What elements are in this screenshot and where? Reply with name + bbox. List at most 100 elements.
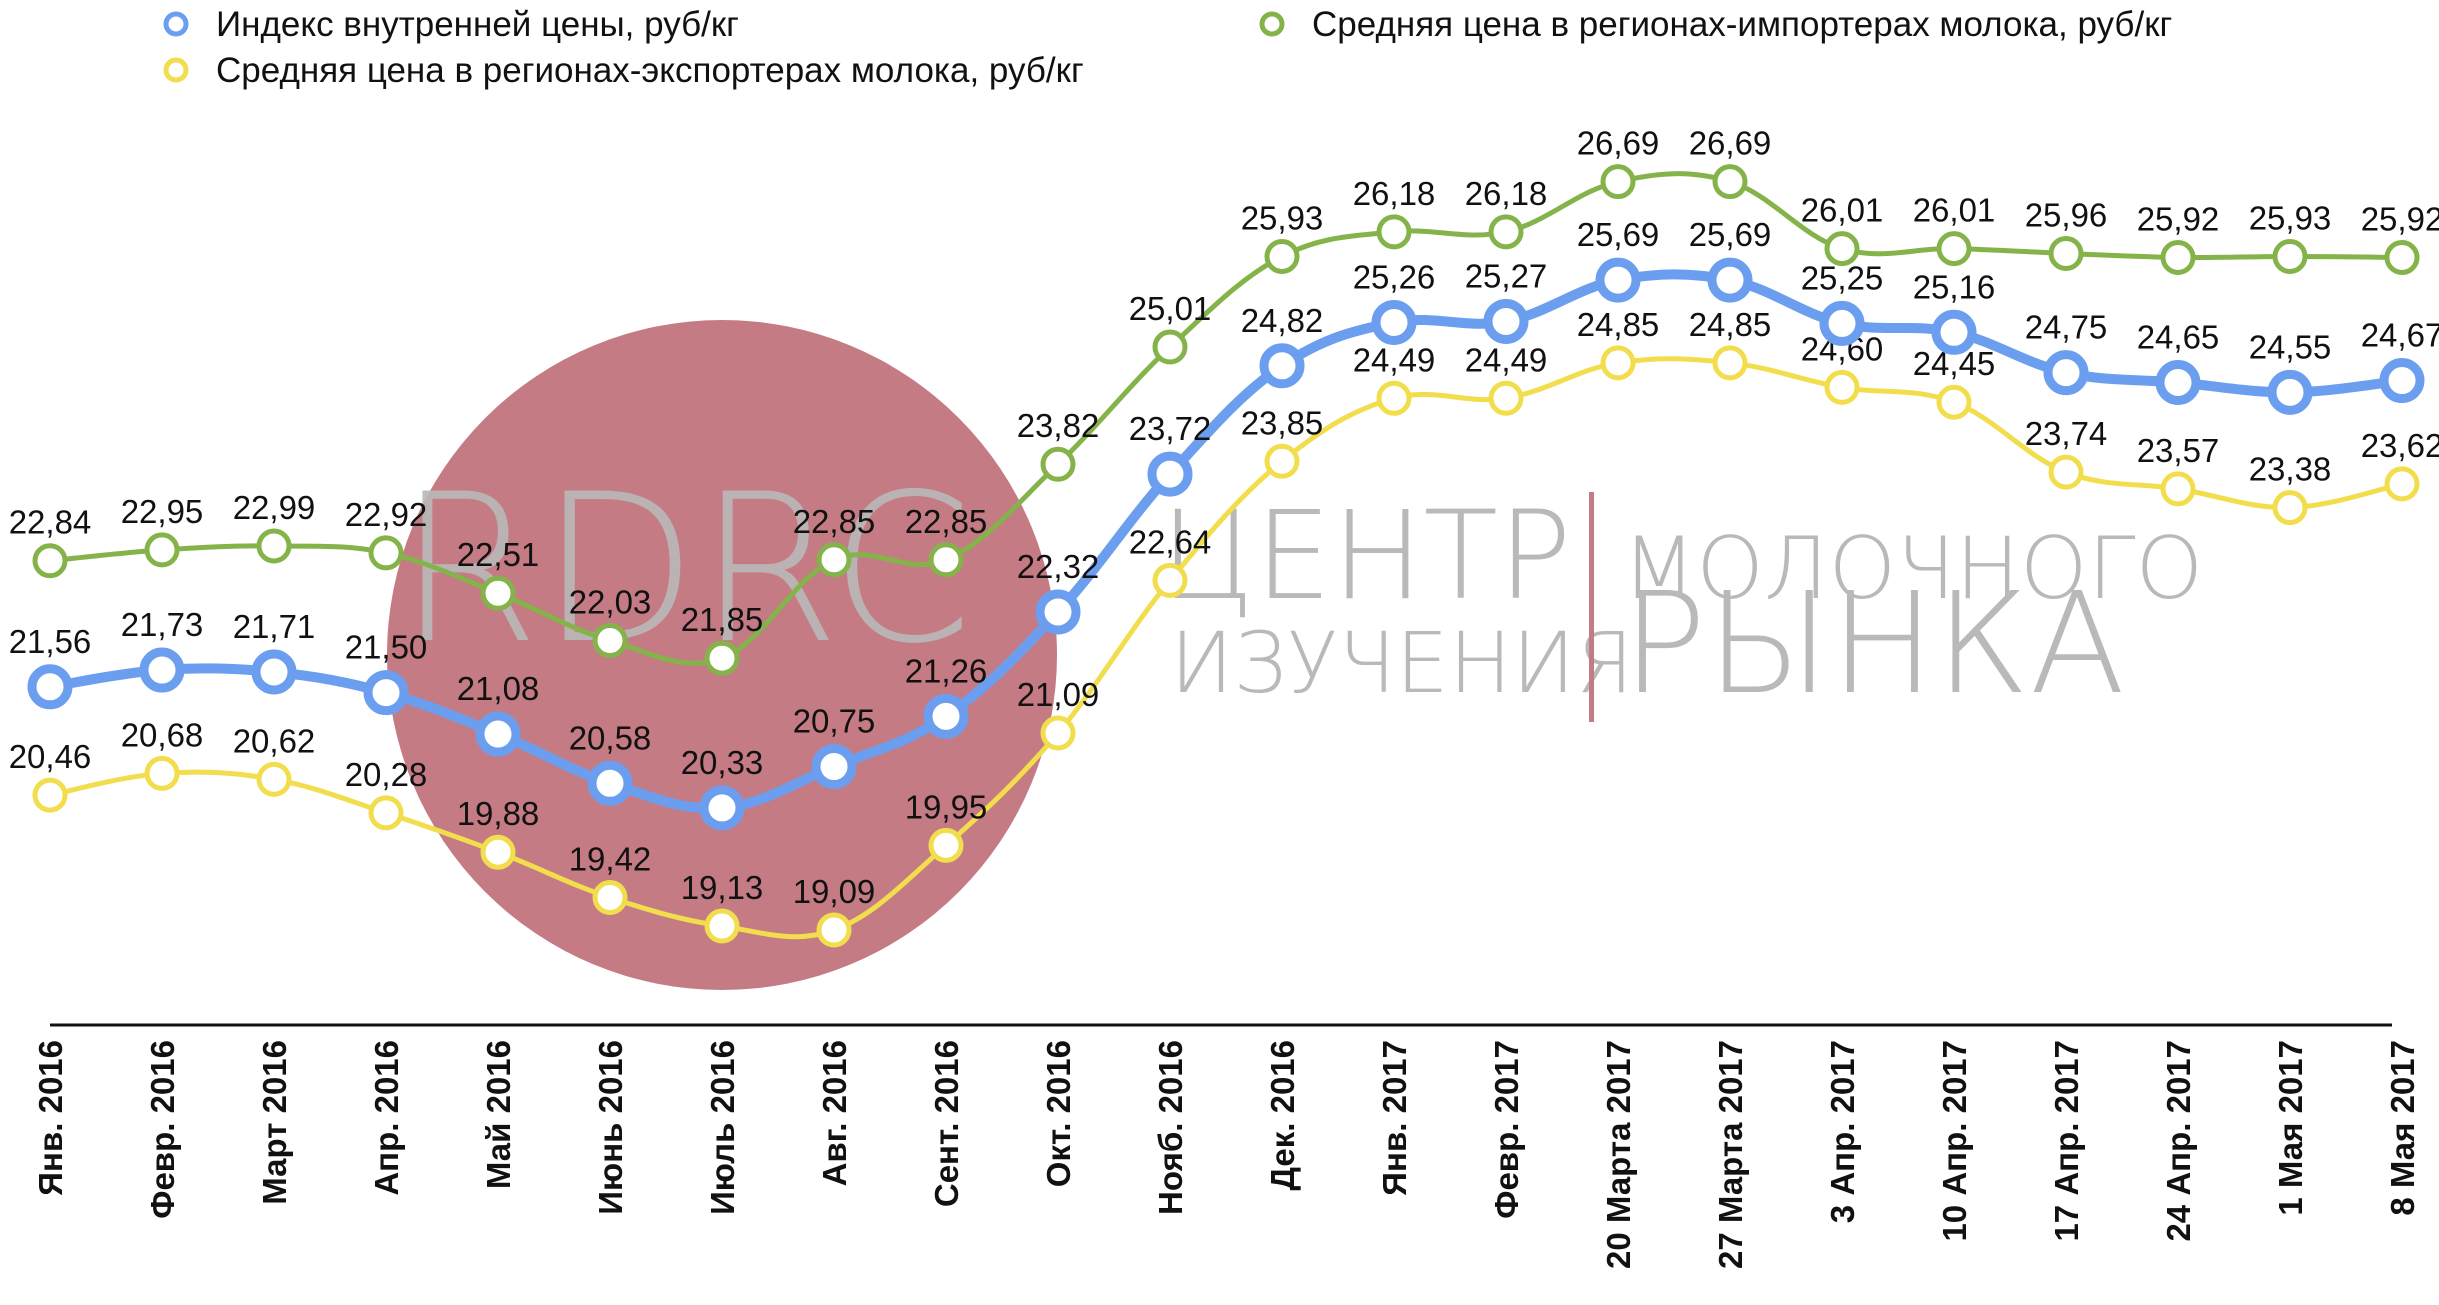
data-point-exporters [2048,454,2084,490]
data-point-exporters [1040,715,1076,751]
data-point-exporters [2160,471,2196,507]
data-label-importers: 25,96 [2025,197,2108,234]
legend-label-importers: Средняя цена в регионах-импортерах молок… [1312,5,2172,44]
data-point-importers [1824,231,1860,267]
data-point-importers [1936,231,1972,267]
data-label-importers: 25,92 [2137,200,2220,237]
watermark-text-molochnogo: МОЛОЧНОГО [1622,519,2203,619]
data-label-importers: 26,69 [1577,125,1660,162]
data-point-importers [2384,239,2420,275]
data-point-domestic-index [1371,299,1417,345]
data-point-exporters [2384,466,2420,502]
data-label-exporters: 24,49 [1353,341,1436,378]
data-point-domestic-index [363,670,409,716]
watermark-divider [1589,492,1594,722]
data-label-importers: 26,69 [1689,125,1772,162]
data-point-exporters [1264,443,1300,479]
data-point-importers [32,543,68,579]
data-label-exporters: 21,09 [1017,676,1100,713]
data-label-importers: 22,84 [9,504,92,541]
data-label-exporters: 20,28 [345,756,428,793]
data-point-domestic-index [1931,309,1977,355]
data-point-importers [256,528,292,564]
series-importers: 22,84 22,95 22,99 22,92 22,51 22,03 21,85 22,85… [9,125,2439,676]
legend-item-exporters: Средняя цена в регионах-экспортерах моло… [163,51,1084,90]
x-tick-label: Май 2016 [480,1040,517,1189]
data-label-domestic-index: 25,16 [1913,268,1996,305]
x-tick-label: Апр. 2016 [368,1040,405,1196]
data-label-importers: 26,01 [1801,192,1884,229]
data-point-domestic-index [1259,343,1305,389]
data-point-importers [1152,329,1188,365]
data-point-domestic-index [1147,451,1193,497]
x-tick-label: Янв. 2016 [32,1040,69,1196]
data-label-domestic-index: 25,69 [1689,216,1772,253]
data-label-domestic-index: 21,73 [121,606,204,643]
x-tick-label: Сент. 2016 [928,1040,965,1207]
data-point-domestic-index [2379,358,2425,404]
data-label-domestic-index: 20,33 [681,744,764,781]
data-label-domestic-index: 25,25 [1801,259,1884,296]
data-point-importers [1264,238,1300,274]
data-label-domestic-index: 24,75 [2025,309,2108,346]
data-label-domestic-index: 25,26 [1353,258,1436,295]
data-label-importers: 25,93 [2249,199,2332,236]
watermark-text-rynka: РЫНКА [1622,563,2125,726]
x-tick-label: 3 Апр. 2017 [1824,1040,1861,1223]
data-label-importers: 22,51 [457,536,540,573]
data-point-domestic-index [699,785,745,831]
x-tick-label: Окт. 2016 [1040,1040,1077,1187]
data-label-exporters: 19,88 [457,795,540,832]
data-point-importers [480,575,516,611]
data-label-domestic-index: 24,55 [2249,328,2332,365]
data-label-importers: 23,82 [1017,407,1100,444]
data-point-exporters [704,908,740,944]
x-tick-label: Февр. 2016 [144,1040,181,1219]
data-point-importers [2160,239,2196,275]
data-point-domestic-index [475,711,521,757]
data-point-domestic-index [811,744,857,790]
data-label-exporters: 24,85 [1577,306,1660,343]
data-label-exporters: 20,62 [233,722,316,759]
data-point-exporters [1824,369,1860,405]
data-label-importers: 22,92 [345,496,428,533]
x-tick-label: 17 Апр. 2017 [2048,1040,2085,1242]
data-point-exporters [256,761,292,797]
data-label-importers: 26,01 [1913,192,1996,229]
data-point-exporters [480,834,516,870]
x-tick-label: Авг. 2016 [816,1040,853,1186]
data-point-importers [1040,446,1076,482]
x-tick-label: Март 2016 [256,1040,293,1205]
data-label-importers: 22,99 [233,489,316,526]
data-point-exporters [144,755,180,791]
data-point-importers [816,542,852,578]
data-label-exporters: 23,62 [2361,427,2439,464]
data-label-exporters: 23,74 [2025,415,2108,452]
data-point-domestic-index [139,647,185,693]
x-tick-label: Нояб. 2016 [1152,1040,1189,1215]
data-label-domestic-index: 25,69 [1577,216,1660,253]
x-tick-label: Июль 2016 [704,1040,741,1215]
legend: Индекс внутренней цены, руб/кг Средняя ц… [163,5,2172,90]
data-label-domestic-index: 25,27 [1465,257,1548,294]
data-label-exporters: 19,42 [569,841,652,878]
data-point-exporters [32,777,68,813]
data-label-importers: 26,18 [1465,175,1548,212]
data-label-exporters: 24,49 [1465,341,1548,378]
x-tick-label: 8 Мая 2017 [2384,1040,2421,1216]
data-label-domestic-index: 21,50 [345,629,428,666]
data-point-exporters [368,795,404,831]
x-tick-label: 24 Апр. 2017 [2160,1040,2197,1242]
x-tick-label: 1 Мая 2017 [2272,1040,2309,1216]
data-point-domestic-index [1819,300,1865,346]
data-label-domestic-index: 21,26 [905,652,988,689]
data-point-importers [2048,236,2084,272]
x-tick-label: Июнь 2016 [592,1040,629,1215]
data-label-exporters: 19,95 [905,788,988,825]
data-point-domestic-index [587,760,633,806]
data-label-domestic-index: 24,65 [2137,319,2220,356]
series-domestic-index: 21,56 21,73 21,71 21,50 21,08 20,58 20,33 20,75… [9,216,2439,831]
legend-marker-domestic-index [163,11,189,37]
data-point-domestic-index [251,649,297,695]
x-tick-label: Дек. 2016 [1264,1040,1301,1191]
